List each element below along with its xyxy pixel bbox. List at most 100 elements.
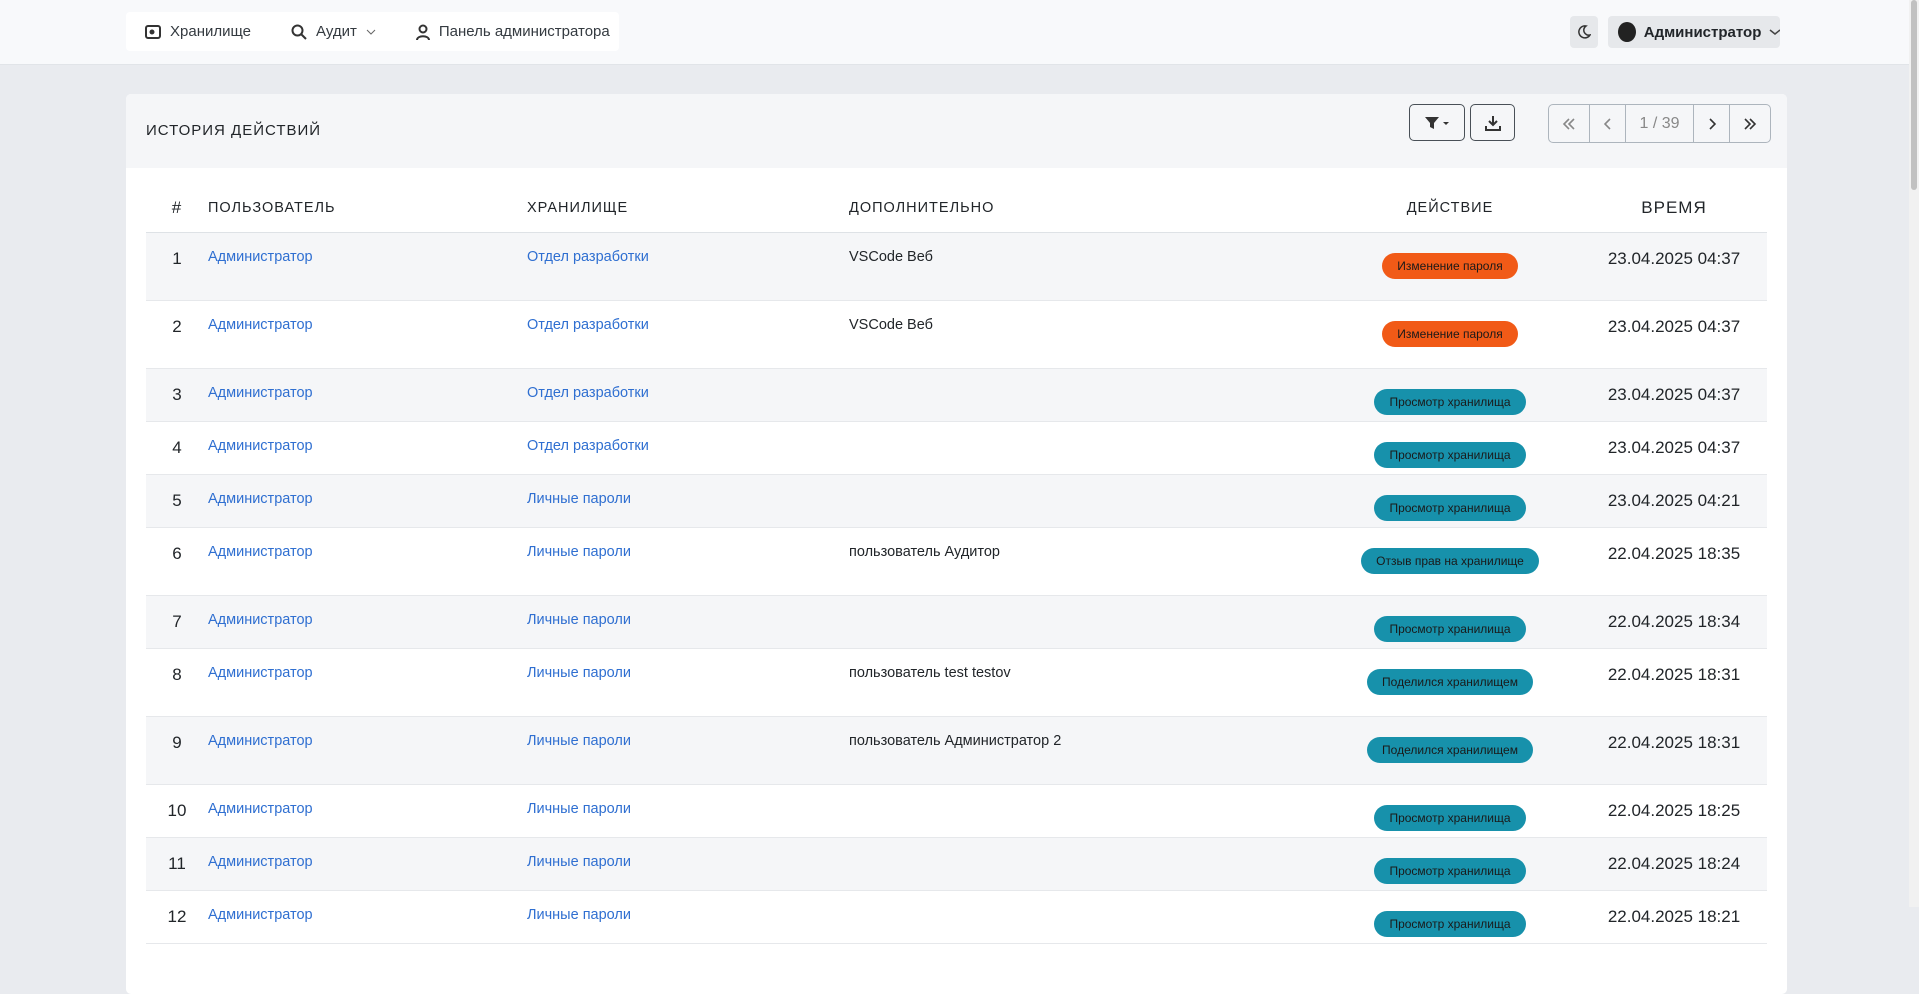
row-number: 4 [146,421,208,475]
row-number: 1 [146,232,208,301]
icon [1603,117,1611,130]
vault-link[interactable]: Личные пароли [527,544,631,560]
row-number: 2 [146,300,208,369]
card-title: ИСТОРИЯ ДЕЙСТВИЙ [146,122,322,139]
extra-info: пользователь Администратор 2 [849,733,1062,749]
pagination: 1 / 39 [1548,104,1771,143]
table-row: 11 Администратор Личные пароли Просмотр хра… [146,837,1767,891]
vault-link[interactable]: Личные пароли [527,907,631,923]
vault-link[interactable]: Отдел разработки [527,317,649,333]
card: ИСТОРИЯ ДЕЙСТВИЙ 1 / 39 # ПОЛЬЗОВАТЕЛЬ ХРА… [126,94,1787,994]
vault-link[interactable]: Личные пароли [527,612,631,628]
cell: Администратор [208,648,527,717]
cell: Просмотр хранилища [1319,595,1581,649]
nav-audit[interactable]: Аудит [291,23,376,40]
vault-link[interactable]: Отдел разработки [527,249,649,265]
action-badge: Просмотр хранилища [1374,858,1526,884]
column-header: ХРАНИЛИЩЕ [527,198,849,233]
download-button[interactable] [1470,104,1515,141]
caret [1769,29,1780,35]
icon [1562,117,1575,130]
cell: пользователь Администратор 2 [849,716,1319,785]
scrollbar-thumb[interactable] [1911,0,1917,190]
user-link[interactable]: Администратор [208,385,313,401]
column-header: # [146,198,208,233]
extra-info: VSCode Веб [849,249,933,265]
page-indicator: 1 / 39 [1626,105,1694,142]
user-menu[interactable]: Администратор [1608,16,1780,48]
last-page[interactable] [1730,105,1770,142]
avatar [1618,22,1636,42]
cell: Личные пароли [527,716,849,785]
user-link[interactable]: Администратор [208,907,313,923]
vault-link[interactable]: Личные пароли [527,733,631,749]
vault-link[interactable]: Личные пароли [527,801,631,817]
cell: Просмотр хранилища [1319,474,1581,528]
filter-button[interactable] [1409,104,1465,141]
vault-link[interactable]: Личные пароли [527,854,631,870]
vault-link[interactable]: Отдел разработки [527,385,649,401]
timestamp: 22.04.2025 18:24 [1581,837,1767,891]
cell: Изменение пароля [1319,232,1581,301]
table-row: 3 Администратор Отдел разработки Просмотр х… [146,368,1767,422]
user-link[interactable]: Администратор [208,612,313,628]
action-badge: Поделился хранилищем [1367,737,1533,763]
cell: Просмотр хранилища [1319,421,1581,475]
scrollbar [1909,0,1919,907]
nav-vaults[interactable]: Хранилище [145,23,251,40]
cell: Администратор [208,527,527,596]
user-link[interactable]: Администратор [208,491,313,507]
vault-link[interactable]: Личные пароли [527,665,631,681]
cell: Просмотр хранилища [1319,890,1581,944]
icon [145,24,161,39]
row-number: 12 [146,890,208,944]
table-body: 1 Администратор Отдел разработки VSCode Веб… [146,232,1767,944]
icon [1744,117,1757,130]
user-link[interactable]: Администратор [208,854,313,870]
user-link[interactable]: Администратор [208,801,313,817]
action-badge: Просмотр хранилища [1374,616,1526,642]
user-link[interactable]: Администратор [208,544,313,560]
timestamp: 23.04.2025 04:37 [1581,368,1767,422]
vault-link[interactable]: Личные пароли [527,491,631,507]
cell [849,368,1319,422]
cell: Администратор [208,474,527,528]
vault-link[interactable]: Отдел разработки [527,438,649,454]
cell: Администратор [208,890,527,944]
cell: Личные пароли [527,474,849,528]
timestamp: 22.04.2025 18:35 [1581,527,1767,596]
cell: Изменение пароля [1319,300,1581,369]
timestamp: 22.04.2025 18:34 [1581,595,1767,649]
timestamp: 22.04.2025 18:21 [1581,890,1767,944]
action-badge: Изменение пароля [1382,321,1518,347]
table-row: 7 Администратор Личные пароли Просмотр хран… [146,595,1767,649]
cell [849,421,1319,475]
action-badge: Просмотр хранилища [1374,911,1526,937]
user-link[interactable]: Администратор [208,249,313,265]
action-badge: Отзыв прав на хранилище [1361,548,1539,574]
cell: Личные пароли [527,784,849,838]
nav-admin[interactable]: Панель администратора [415,23,610,40]
user-link[interactable]: Администратор [208,317,313,333]
cell: Администратор [208,421,527,475]
nav: Хранилище Аудит Панель администратора [126,12,619,51]
extra-info: VSCode Веб [849,317,933,333]
cell: Просмотр хранилища [1319,837,1581,891]
row-number: 6 [146,527,208,596]
cell: пользователь Аудитор [849,527,1319,596]
cell: пользователь test testov [849,648,1319,717]
cell: VSCode Веб [849,232,1319,301]
row-number: 7 [146,595,208,649]
cell: Личные пароли [527,595,849,649]
user-link[interactable]: Администратор [208,665,313,681]
prev-page[interactable] [1590,105,1626,142]
first-page[interactable] [1549,105,1590,142]
user-link[interactable]: Администратор [208,438,313,454]
row-number: 3 [146,368,208,422]
cell: Администратор [208,595,527,649]
user-name: Администратор [1643,23,1762,41]
next-page[interactable] [1694,105,1730,142]
theme-toggle[interactable] [1570,16,1598,48]
user-link[interactable]: Администратор [208,733,313,749]
